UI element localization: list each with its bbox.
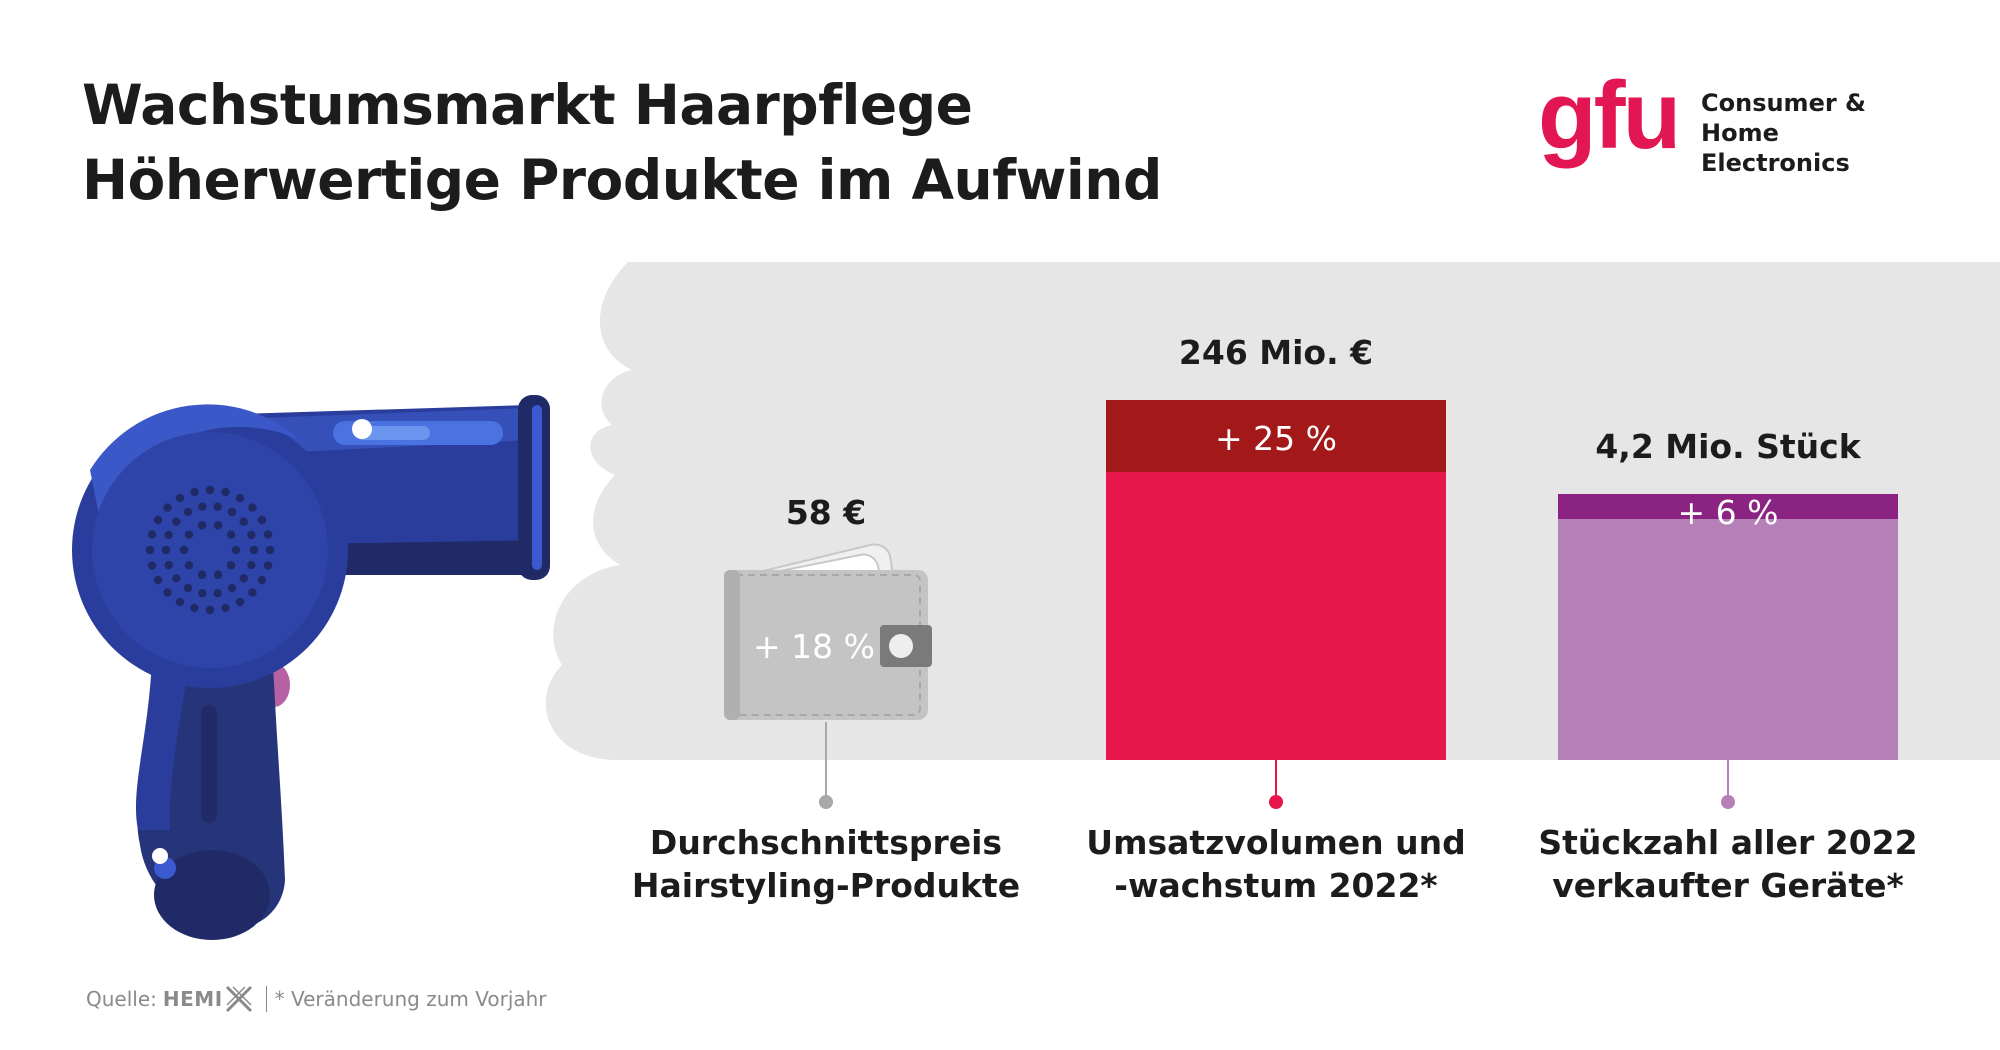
vent-dot [213,589,222,598]
vent-dot [184,530,194,539]
x-mark-icon [225,985,252,1013]
vent-dot [198,502,207,511]
vent-dot [205,485,215,495]
vent-dot [164,530,173,540]
vent-dot [235,493,245,503]
vent-dot [213,521,223,530]
vent-dot [172,574,181,583]
growth-label-1: + 25 % [1215,419,1337,458]
vent-dot [263,561,273,570]
vent-dot [226,530,236,539]
vent-dot [221,487,230,497]
vent-dot [227,507,237,517]
vent-dot [197,521,207,530]
logo-subtitle: Consumer & Home Electronics [1701,88,1918,178]
logo-subtitle-line-2: Home Electronics [1701,119,1850,177]
vent-dot [248,588,257,597]
gfu-logo: gfu Consumer & Home Electronics [1538,66,1918,182]
vent-dot [190,487,199,497]
footer-note: * Veränderung zum Vorjahr [274,987,547,1011]
connector-dot-1 [1269,795,1283,809]
wallet-icon [724,543,932,720]
category-label-1-line-2: -wachstum 2022* [1114,866,1437,905]
hair-dryer-icon [72,395,550,940]
logo-wordmark: gfu [1538,62,1681,169]
vent-dot [145,545,155,555]
connector-dot-0 [819,795,833,809]
vent-dot [184,561,194,570]
vent-dot [239,517,248,526]
vent-dot [161,545,171,555]
vent-dot [221,603,230,613]
vent-dot [183,507,193,517]
connector-dot-2 [1721,795,1735,809]
vent-dot [265,545,275,555]
vent-dot [179,545,189,555]
value-label-2: 4,2 Mio. Stück [1595,427,1861,466]
bar-growth-segment-2 [1558,494,1898,519]
vent-dot [213,570,223,579]
vent-dot [190,603,199,613]
vent-dot [248,503,257,512]
vent-dot [153,575,163,585]
vent-dot [263,530,273,539]
value-label-1: 246 Mio. € [1179,333,1373,372]
vent-dot [147,561,157,570]
vent-dot [147,530,157,539]
vent-dot [231,545,241,555]
vent-dot [226,561,236,570]
vent-dot [249,545,259,555]
logo-subtitle-line-1: Consumer & [1701,89,1866,117]
vent-dot [205,605,215,615]
page-title: Wachstumsmarkt Haarpflege Höherwertige P… [82,68,1162,218]
vent-dot [163,503,172,512]
vent-dot [257,575,267,585]
source-name: HEMI [162,987,223,1011]
category-label-2-line-1: Stückzahl aller 2022 [1538,823,1917,862]
vent-dot [235,597,245,607]
growth-label-0: + 18 % [753,627,875,666]
vent-dot [172,517,181,526]
vent-dot [163,588,172,597]
vent-dot [257,515,267,525]
title-line-2: Höherwertige Produkte im Aufwind [82,148,1162,212]
footer-separator [265,986,267,1012]
category-label-1-line-1: Umsatzvolumen und [1086,823,1465,862]
footer-source: Quelle: HEMI * Veränderung zum Vorjahr [86,984,547,1014]
title-line-1: Wachstumsmarkt Haarpflege [82,73,973,137]
vent-dot [197,570,207,579]
vent-dot [175,493,185,503]
growth-label-2: + 6 % [1678,493,1779,532]
category-label-2-line-2: verkaufter Geräte* [1552,866,1904,905]
bar-growth-segment-1 [1106,400,1446,472]
vent-dot [175,597,185,607]
vent-dot [183,583,193,593]
category-label-0-line-2: Hairstyling-Produkte [632,866,1020,905]
vent-dot [198,589,207,598]
bar-2 [1558,494,1898,760]
vent-dot [227,583,237,593]
source-label: Quelle: [86,987,157,1011]
value-label-0: 58 € [786,493,866,532]
vent-dot [153,515,163,525]
vent-dot [247,530,256,540]
vent-dot [239,574,248,583]
vent-dot [213,502,222,511]
vent-dot [164,560,173,570]
category-label-0-line-1: Durchschnittspreis [650,823,1002,862]
vent-dot [247,560,256,570]
